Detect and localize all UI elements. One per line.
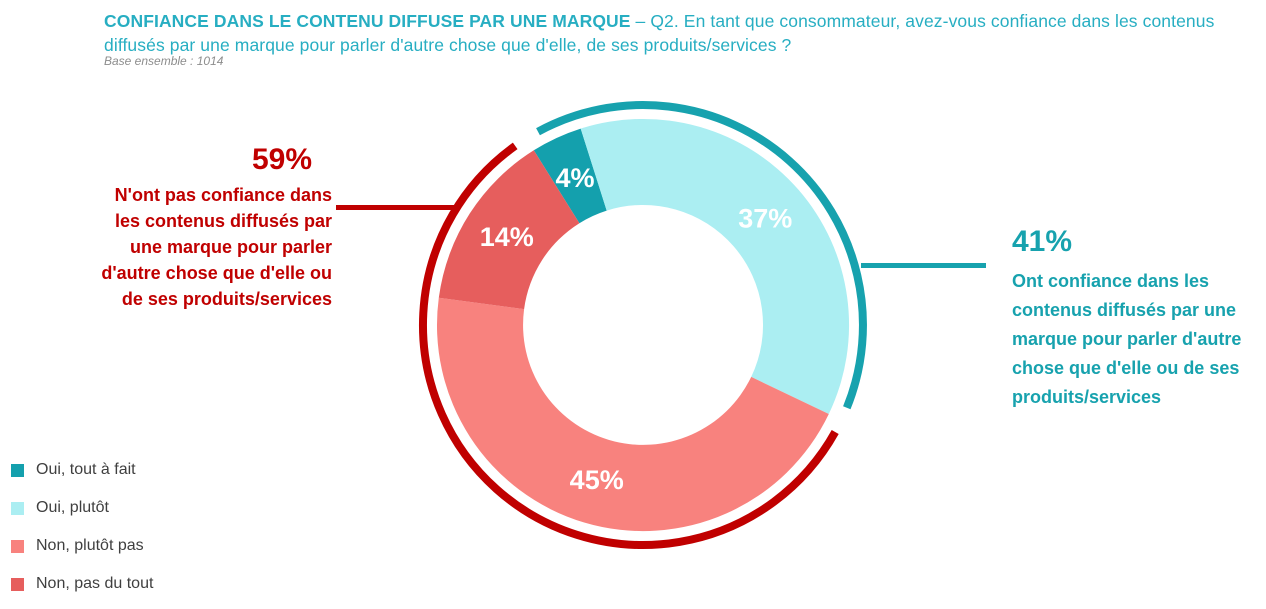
slice-value-label: 37% — [738, 204, 792, 234]
donut-slice-4 — [438, 150, 580, 310]
slice-value-label: 4% — [555, 163, 594, 193]
chart-title-question: – Q2. En tant que consommateur, avez-vou… — [104, 11, 1215, 55]
legend-item-label: Oui, plutôt — [36, 499, 109, 516]
legend-item: Oui, tout à fait — [11, 451, 153, 489]
donut-slice-3 — [436, 297, 829, 532]
callout-confidence-pct: 41% — [1012, 225, 1073, 258]
slice-value-label: 45% — [570, 465, 624, 495]
legend-item-label: Non, plutôt pas — [36, 537, 144, 554]
chart-title-main: CONFIANCE DANS LE CONTENU DIFFUSE PAR UN… — [104, 11, 631, 31]
group-arcs — [418, 101, 867, 549]
callout-no-confidence-pct: 59% — [251, 143, 312, 176]
legend-swatch-oui-tout-a-fait — [11, 463, 24, 477]
callout-confidence-text: Ont confiance dans les contenus diffusés… — [1012, 271, 1242, 407]
legend-swatch-non-plutot-pas — [11, 539, 24, 553]
legend: Oui, tout à fait Oui, plutôt Non, plutôt… — [11, 451, 153, 603]
donut-slice-2 — [580, 118, 850, 415]
legend-item: Oui, plutôt — [11, 489, 153, 527]
legend-item: Non, pas du tout — [11, 565, 153, 603]
callout-confidence: 41% Ont confiance dans les contenus diff… — [1012, 225, 1241, 412]
donut-slice-1 — [533, 128, 607, 224]
legend-swatch-oui-plutot — [11, 501, 24, 515]
chart-title: CONFIANCE DANS LE CONTENU DIFFUSE PAR UN… — [104, 9, 1256, 57]
group-arc-oui — [536, 101, 867, 410]
legend-item-label: Non, pas du tout — [36, 575, 154, 592]
donut-slices — [436, 118, 850, 532]
group-arc-non — [418, 142, 839, 549]
slice-value-label: 14% — [480, 222, 534, 252]
legend-item-label: Oui, tout à fait — [36, 461, 136, 478]
slice-labels: 4% 37% 45% 14% — [480, 163, 793, 495]
callout-no-confidence-text: N'ont pas confiance dans les contenus di… — [101, 185, 332, 309]
callout-no-confidence: 59% N'ont pas confiance dans les contenu… — [101, 143, 332, 312]
base-note: Base ensemble : 1014 — [104, 54, 224, 68]
legend-swatch-non-pas-du-tout — [11, 577, 24, 591]
legend-item: Non, plutôt pas — [11, 527, 153, 565]
